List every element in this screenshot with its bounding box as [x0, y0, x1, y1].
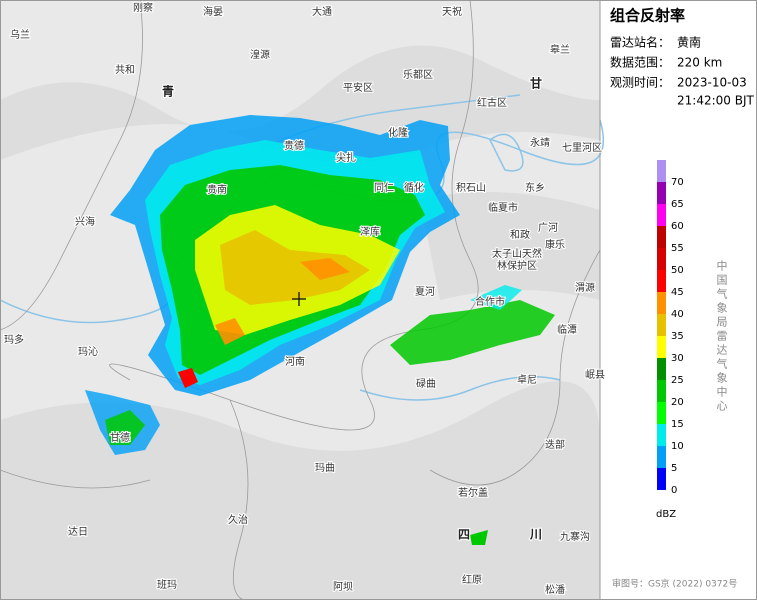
- place-label: 刚察: [133, 1, 153, 14]
- place-label: 乐都区: [403, 69, 433, 81]
- place-label: 东乡: [525, 181, 545, 194]
- place-label: 松潘: [545, 583, 565, 596]
- place-label: 共和: [115, 64, 135, 76]
- time: 21:42:00 BJT: [677, 94, 754, 108]
- place-label: 循化: [404, 181, 424, 194]
- place-label: 红古区: [477, 96, 507, 109]
- place-label: 合作市: [475, 295, 505, 308]
- station-label: 雷达站名：: [610, 35, 670, 50]
- place-label: 和政: [510, 228, 530, 241]
- colorbar-block: [657, 292, 666, 314]
- place-label: 积石山: [456, 182, 486, 194]
- place-label: 四: [458, 528, 470, 542]
- place-label: 碌曲: [416, 378, 436, 390]
- colorbar-tick-label: 70: [671, 177, 684, 188]
- place-label: 川: [529, 528, 542, 542]
- place-label: 康乐: [545, 238, 565, 251]
- place-label: 玛曲: [315, 462, 335, 474]
- place-label: 青: [162, 84, 174, 99]
- range: 220 km: [677, 56, 722, 70]
- colorbar-block: [657, 182, 666, 204]
- colorbar-tick-label: 30: [671, 353, 684, 364]
- colorbar-block: [657, 336, 666, 358]
- place-label: 阿坝: [333, 581, 353, 593]
- place-label: 卓尼: [517, 374, 537, 386]
- radar-site: [292, 292, 306, 306]
- place-label: 临潭: [557, 323, 577, 336]
- place-label: 太子山天然: [492, 247, 542, 260]
- place-label: 海晏: [203, 5, 223, 18]
- colorbar-tick-label: 65: [671, 199, 684, 210]
- place-label: 七里河区: [562, 142, 602, 154]
- place-label: 久治: [228, 513, 248, 526]
- place-label: 湟源: [250, 48, 270, 61]
- colorbar-unit: dBZ: [656, 509, 676, 520]
- approval: 审图号：GS京 (2022) 0372号: [612, 578, 737, 590]
- colorbar-block: [657, 270, 666, 292]
- range-label: 数据范围：: [610, 55, 670, 70]
- colorbar-tick-label: 35: [671, 331, 684, 342]
- colorbar-tick-label: 55: [671, 243, 684, 254]
- place-label: 河南: [285, 355, 305, 368]
- place-label: 贵南: [207, 183, 227, 196]
- colorbar-block: [657, 468, 666, 490]
- place-label: 乌兰: [10, 28, 30, 41]
- place-label: 临夏市: [488, 201, 518, 214]
- panel-title: 组合反射率: [610, 7, 685, 25]
- colorbar-tick-label: 20: [671, 397, 684, 408]
- colorbar-block: [657, 226, 666, 248]
- colorbar-block: [657, 358, 666, 380]
- colorbar-block: [657, 424, 666, 446]
- place-label: 化隆: [388, 126, 408, 139]
- place-label: 平安区: [343, 81, 373, 94]
- place-label: 兴海: [75, 215, 95, 228]
- place-label: 泽库: [360, 225, 380, 238]
- place-label: 天祝: [442, 5, 462, 18]
- colorbar-tick-label: 5: [671, 463, 677, 474]
- colorbar-tick-label: 10: [671, 441, 684, 452]
- place-label: 班玛: [157, 579, 177, 591]
- place-label: 甘: [530, 76, 542, 91]
- place-label: 渭源: [575, 281, 595, 294]
- colorbar-block: [657, 314, 666, 336]
- colorbar-block: [657, 248, 666, 270]
- place-label: 大通: [312, 5, 332, 18]
- place-label: 达日: [68, 526, 88, 538]
- place-label: 红原: [462, 573, 482, 586]
- place-label: 九寨沟: [560, 530, 590, 543]
- place-label: 迭部: [545, 438, 565, 451]
- colorbar-block: [657, 160, 666, 182]
- colorbar-block: [657, 380, 666, 402]
- radar-echo: [85, 115, 555, 545]
- colorbar-tick-label: 0: [671, 485, 677, 496]
- colorbar-block: [657, 402, 666, 424]
- place-label: 岷县: [585, 369, 605, 381]
- place-label: 玛多: [4, 333, 24, 346]
- time-label: 观测时间：: [610, 76, 670, 90]
- place-label: 林保护区: [497, 259, 537, 272]
- colorbar-tick-label: 40: [671, 309, 684, 320]
- colorbar-tick-label: 50: [671, 265, 684, 276]
- place-label: 广河: [538, 222, 558, 234]
- colorbar-tick-label: 45: [671, 287, 684, 298]
- date: 2023-10-03: [677, 76, 747, 90]
- place-label: 皋兰: [550, 43, 570, 56]
- station: 黄南: [677, 35, 701, 50]
- place-label: 永靖: [530, 136, 550, 149]
- place-label: 贵德: [284, 139, 304, 152]
- place-label: 若尔盖: [458, 486, 488, 499]
- colorbar-tick-label: 15: [671, 419, 684, 430]
- colorbar-block: [657, 446, 666, 468]
- place-label: 玛沁: [78, 346, 98, 358]
- colorbar-block: [657, 204, 666, 226]
- place-label: 同仁: [374, 182, 394, 194]
- place-label: 甘德: [110, 431, 130, 444]
- agency: 中国气象局雷达气象中心: [715, 260, 728, 414]
- place-label: 夏河: [415, 286, 435, 298]
- colorbar-tick-label: 25: [671, 375, 684, 386]
- place-label: 尖扎: [336, 151, 356, 164]
- colorbar-tick-label: 60: [671, 221, 684, 232]
